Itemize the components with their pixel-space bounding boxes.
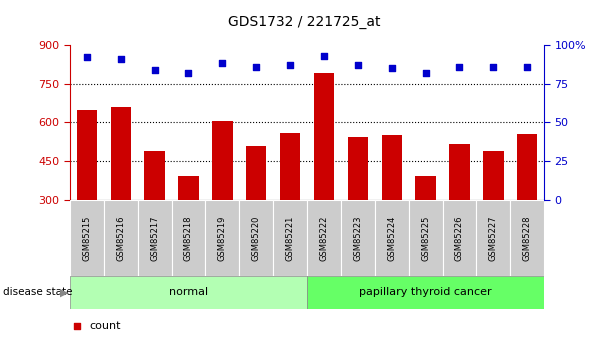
Text: GSM85219: GSM85219 [218, 215, 227, 261]
Bar [111, 107, 131, 200]
Text: GSM85224: GSM85224 [387, 215, 396, 261]
Point [353, 62, 363, 68]
Text: normal: normal [169, 287, 208, 297]
Bar [70, 200, 104, 276]
Point [184, 70, 193, 76]
Bar [477, 200, 510, 276]
Bar [348, 137, 368, 200]
Text: papillary thyroid cancer: papillary thyroid cancer [359, 287, 492, 297]
Point [367, 18, 376, 23]
Point [82, 55, 92, 60]
Bar [171, 200, 206, 276]
Text: GSM85225: GSM85225 [421, 215, 430, 261]
Bar [240, 200, 273, 276]
Bar [382, 135, 402, 200]
Bar [517, 134, 537, 200]
Bar [307, 200, 341, 276]
Text: GSM85221: GSM85221 [286, 215, 295, 261]
Text: GSM85215: GSM85215 [82, 215, 91, 261]
Text: GSM85218: GSM85218 [184, 215, 193, 261]
Bar [341, 200, 375, 276]
Bar [137, 200, 171, 276]
Bar [409, 200, 443, 276]
Bar [449, 145, 469, 200]
Text: GSM85217: GSM85217 [150, 215, 159, 261]
Text: GSM85222: GSM85222 [319, 215, 328, 261]
Point [522, 64, 532, 69]
Point [150, 67, 159, 72]
Point [285, 62, 295, 68]
Bar [212, 121, 232, 200]
Point [218, 61, 227, 66]
Text: GSM85223: GSM85223 [353, 215, 362, 261]
Text: ▶: ▶ [60, 287, 68, 297]
Point [116, 56, 126, 61]
Bar [273, 200, 307, 276]
Text: count: count [89, 321, 120, 331]
Point [421, 70, 430, 76]
Text: GSM85216: GSM85216 [116, 215, 125, 261]
Bar [70, 276, 307, 309]
Point [455, 64, 465, 69]
Bar [510, 200, 544, 276]
Text: GSM85228: GSM85228 [523, 215, 532, 261]
Bar [483, 151, 503, 200]
Bar [104, 200, 137, 276]
Point [319, 53, 329, 58]
Bar [307, 276, 544, 309]
Text: GDS1732 / 221725_at: GDS1732 / 221725_at [228, 16, 380, 29]
Bar [206, 200, 240, 276]
Bar [77, 109, 97, 200]
Text: disease state: disease state [3, 287, 72, 297]
Point [251, 64, 261, 69]
Bar [314, 73, 334, 200]
Point [367, 237, 376, 243]
Bar [415, 176, 436, 200]
Bar [145, 151, 165, 200]
Bar [246, 146, 266, 200]
Text: GSM85227: GSM85227 [489, 215, 498, 261]
Point [488, 64, 498, 69]
Text: GSM85226: GSM85226 [455, 215, 464, 261]
Bar [280, 133, 300, 200]
Bar [375, 200, 409, 276]
Bar [178, 176, 199, 200]
Bar [443, 200, 477, 276]
Point [387, 66, 396, 71]
Text: GSM85220: GSM85220 [252, 215, 261, 261]
